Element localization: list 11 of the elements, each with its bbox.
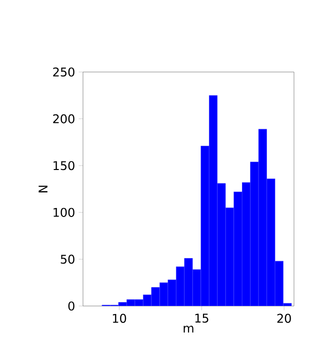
y-axis-title: N bbox=[38, 186, 48, 192]
y-tick-label: 200 bbox=[53, 114, 74, 124]
y-tick-label: 50 bbox=[60, 254, 74, 264]
y-tick-label: 100 bbox=[54, 208, 74, 217]
y-tick-label: 0 bbox=[68, 301, 74, 311]
y-tick-label: 150 bbox=[54, 161, 74, 170]
x-tick-label: 20 bbox=[277, 314, 291, 323]
y-tick-label: 250 bbox=[53, 67, 74, 77]
x-tick-label: 10 bbox=[112, 314, 126, 323]
x-axis-title: m bbox=[184, 326, 194, 332]
x-tick-label: 15 bbox=[195, 314, 208, 323]
